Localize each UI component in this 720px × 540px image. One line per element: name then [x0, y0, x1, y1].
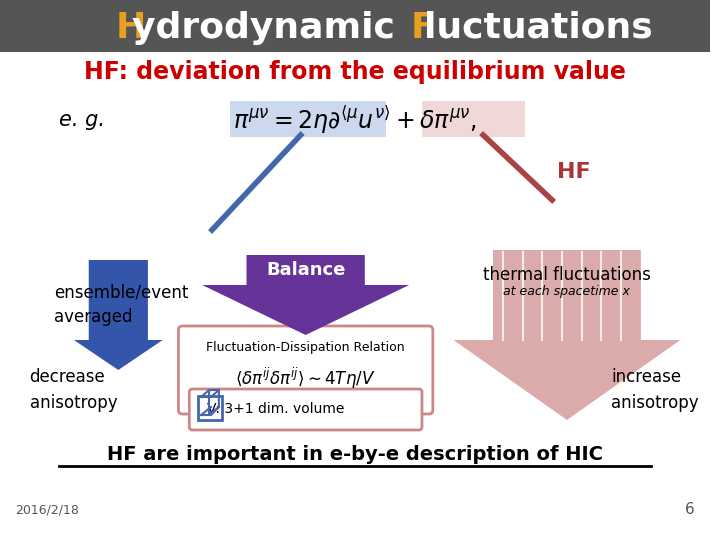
- FancyBboxPatch shape: [179, 326, 433, 414]
- Bar: [0, 0, 710, 52]
- FancyArrow shape: [74, 260, 163, 370]
- FancyBboxPatch shape: [189, 389, 422, 430]
- FancyBboxPatch shape: [230, 101, 387, 137]
- Text: HF: HF: [557, 162, 590, 182]
- Text: e. g.: e. g.: [59, 110, 105, 130]
- Text: ensemble/event
averaged: ensemble/event averaged: [54, 284, 189, 327]
- Text: Fluctuation-Dissipation Relation: Fluctuation-Dissipation Relation: [207, 341, 405, 354]
- Text: $\langle\delta\pi^{ij}\delta\pi^{ij}\rangle \sim 4T\eta/V$: $\langle\delta\pi^{ij}\delta\pi^{ij}\ran…: [235, 366, 376, 390]
- Text: 2016/2/18: 2016/2/18: [15, 503, 78, 516]
- Text: 6: 6: [685, 503, 695, 517]
- Text: F: F: [410, 11, 435, 45]
- FancyBboxPatch shape: [198, 396, 222, 420]
- Polygon shape: [454, 250, 680, 420]
- Text: decrease
anisotropy: decrease anisotropy: [30, 368, 117, 411]
- Text: V: 3+1 dim. volume: V: 3+1 dim. volume: [207, 402, 345, 416]
- Text: thermal fluctuations: thermal fluctuations: [483, 266, 651, 284]
- Text: H: H: [115, 11, 145, 45]
- Text: HF are important in e-by-e description of HIC: HF are important in e-by-e description o…: [107, 446, 603, 464]
- Text: $\pi^{\mu\nu} = 2\eta\partial^{\langle\mu}u^{\nu\rangle} + \delta\pi^{\mu\nu},$: $\pi^{\mu\nu} = 2\eta\partial^{\langle\m…: [233, 104, 477, 136]
- FancyBboxPatch shape: [422, 101, 524, 137]
- Text: FDR: FDR: [277, 303, 334, 327]
- Text: HF: deviation from the equilibrium value: HF: deviation from the equilibrium value: [84, 60, 626, 84]
- Text: luctuations: luctuations: [424, 11, 653, 45]
- Text: increase
anisotropy: increase anisotropy: [611, 368, 699, 411]
- Text: ydrodynamic: ydrodynamic: [132, 11, 408, 45]
- Text: at each spacetime x: at each spacetime x: [503, 286, 630, 299]
- Text: Balance: Balance: [266, 261, 346, 279]
- Polygon shape: [202, 255, 409, 335]
